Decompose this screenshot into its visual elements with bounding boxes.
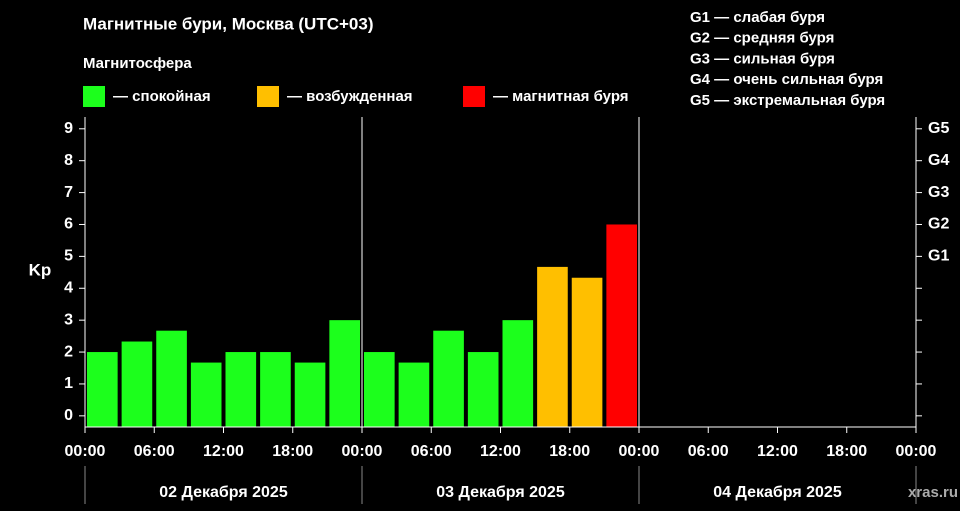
g-legend-item: G4 — очень сильная буря [690,71,883,88]
y-tick-label: 8 [64,152,73,169]
legend-label: — спокойная [113,88,211,105]
x-tick-label: 06:00 [134,443,175,460]
legend-label: — магнитная буря [493,88,629,105]
bar [156,330,187,427]
g-legend-item: G1 — слабая буря [690,9,825,26]
y-axis-label: Kp [29,260,52,279]
y-tick-label: 2 [64,343,73,360]
x-tick-label: 18:00 [272,443,313,460]
bar [502,320,534,427]
bar [606,224,637,427]
y-tick-label: 9 [64,120,73,137]
legend-label: — возбужденная [287,88,413,105]
bar [121,341,153,427]
x-tick-label: 06:00 [688,443,729,460]
g-legend-item: G5 — экстремальная буря [690,92,885,109]
legend-swatch [257,86,279,107]
bar [190,362,222,427]
y2-tick-label: G3 [928,184,949,201]
bar [433,330,464,427]
y-tick-label: 7 [64,184,73,201]
y-tick-label: 5 [64,248,73,265]
day-label: 03 Декабря 2025 [436,484,565,501]
y2-tick-label: G2 [928,216,949,233]
bar [571,277,603,427]
x-tick-label: 18:00 [549,443,590,460]
y-tick-label: 1 [64,375,73,392]
bar [467,352,499,427]
bar [294,362,326,427]
y-tick-label: 6 [64,216,73,233]
y-tick-label: 0 [64,407,73,424]
x-tick-label: 12:00 [757,443,798,460]
bar [87,352,118,427]
bar [537,266,568,427]
x-tick-label: 00:00 [342,443,383,460]
y-tick-label: 3 [64,311,73,328]
bar [329,320,360,427]
bar [364,352,395,427]
bar [398,362,430,427]
x-tick-label: 18:00 [826,443,867,460]
x-tick-label: 00:00 [65,443,106,460]
y2-tick-label: G5 [928,120,949,137]
x-tick-label: 12:00 [203,443,244,460]
chart-title: Магнитные бури, Москва (UTC+03) [83,14,374,33]
y2-tick-label: G4 [928,152,949,169]
g-legend-item: G2 — средняя буря [690,30,834,47]
legend-title: Магнитосфера [83,55,192,72]
g-legend-item: G3 — сильная буря [690,50,835,67]
x-tick-label: 00:00 [619,443,660,460]
y2-tick-label: G1 [928,248,949,265]
bar [260,352,291,427]
bar [225,352,257,427]
legend-swatch [83,86,105,107]
watermark: xras.ru [908,484,958,501]
day-label: 04 Декабря 2025 [713,484,842,501]
y-tick-label: 4 [64,279,73,296]
x-tick-label: 12:00 [480,443,521,460]
day-label: 02 Декабря 2025 [159,484,288,501]
x-tick-label: 00:00 [896,443,937,460]
x-tick-label: 06:00 [411,443,452,460]
legend-swatch [463,86,485,107]
